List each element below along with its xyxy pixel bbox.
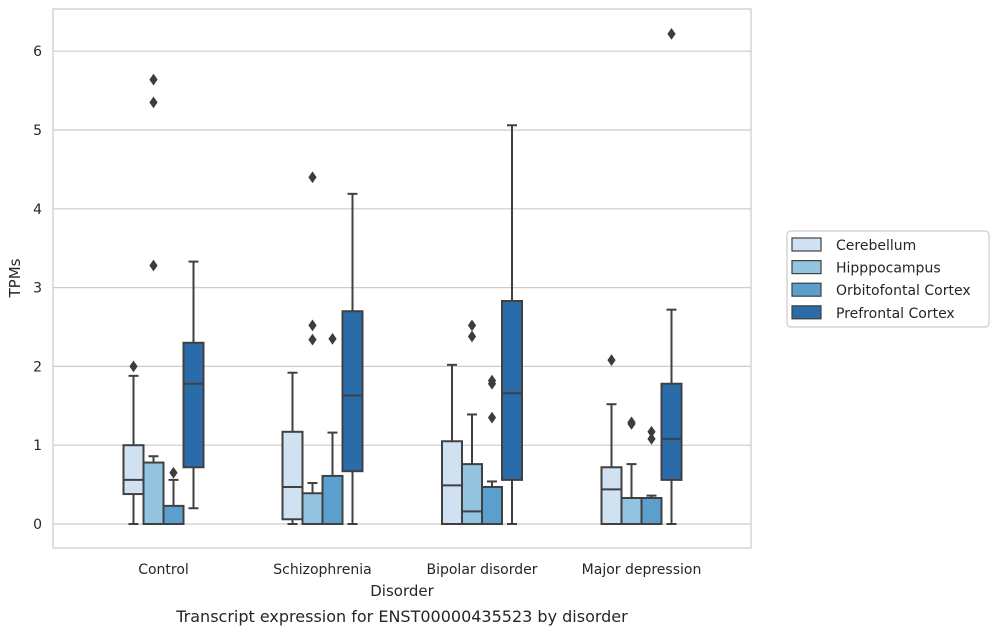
legend-swatch — [791, 305, 822, 320]
box-body — [660, 382, 683, 481]
plot-frame — [52, 8, 752, 549]
outlier-point — [627, 416, 636, 429]
outlier-point — [487, 374, 497, 387]
box-1-2 — [461, 319, 483, 525]
outlier-point — [308, 333, 317, 346]
legend-swatch — [791, 237, 822, 252]
legend-label: Prefrontal Cortex — [836, 306, 955, 322]
box-1-1 — [301, 171, 324, 526]
outlier-point — [647, 425, 656, 438]
legend-label: Orbitofontal Cortex — [836, 283, 971, 299]
chart-caption: Transcript expression for ENST0000043552… — [175, 607, 628, 626]
x-axis-title: Disorder — [370, 582, 434, 600]
box-body — [501, 299, 523, 481]
box-body — [162, 504, 185, 526]
box-body — [461, 463, 483, 525]
legend-swatch — [791, 260, 822, 275]
outlier-point — [467, 330, 477, 343]
outlier-point — [467, 319, 477, 332]
legend-label: Hipppocampus — [836, 261, 941, 277]
legend-frame — [786, 230, 990, 328]
x-axis-ticks: Control Schizophrenia Bipolar disorder Majo… — [138, 562, 701, 578]
box-plot-area — [122, 27, 683, 526]
y-tick-label: 1 — [33, 438, 42, 454]
box-body — [142, 461, 165, 526]
outlier-point — [607, 354, 616, 366]
outlier-point — [169, 466, 178, 479]
outlier-point — [129, 360, 138, 373]
box-2-1 — [321, 332, 344, 526]
y-tick-label: 3 — [33, 281, 42, 297]
box-body — [281, 430, 304, 521]
box-1-0 — [142, 73, 165, 526]
outlier-point — [328, 332, 337, 345]
box-body — [481, 485, 503, 525]
box-2-0 — [162, 466, 185, 526]
x-tick-label: Major depression — [582, 562, 702, 578]
box-0-0 — [122, 360, 145, 525]
box-body — [321, 474, 344, 526]
outlier-point — [308, 171, 317, 184]
box-body — [620, 496, 643, 526]
box-body — [301, 492, 324, 526]
outlier-point — [308, 319, 317, 332]
outlier-point — [647, 433, 656, 445]
gridlines — [53, 50, 751, 525]
y-axis-ticks: 0 1 2 3 4 5 6 — [33, 44, 42, 533]
y-tick-label: 2 — [33, 359, 42, 375]
y-tick-label: 6 — [33, 44, 42, 60]
y-axis-title: TPMs — [6, 258, 24, 298]
x-tick-label: Schizophrenia — [273, 562, 371, 578]
box-0-2 — [441, 363, 463, 526]
box-body — [640, 496, 663, 526]
outlier-point — [487, 411, 497, 424]
box-3-2 — [501, 124, 523, 525]
x-tick-label: Bipolar disorder — [426, 562, 537, 578]
box-0-3 — [600, 354, 623, 526]
box-body — [441, 440, 463, 526]
y-tick-label: 4 — [33, 202, 42, 218]
box-0-1 — [281, 371, 304, 525]
box-2-3 — [640, 425, 663, 526]
box-3-3 — [660, 27, 683, 525]
box-body — [182, 341, 205, 469]
legend: Cerebellum Hipppocampus Orbitofontal Corte… — [786, 230, 990, 328]
outlier-point — [667, 27, 676, 40]
legend-swatch — [791, 282, 822, 297]
box-body — [600, 466, 623, 526]
box-3-1 — [341, 192, 364, 525]
box-2-2 — [481, 374, 503, 525]
outlier-point — [149, 73, 158, 86]
legend-label: Cerebellum — [836, 238, 916, 254]
x-tick-label: Control — [138, 562, 189, 578]
y-tick-label: 5 — [33, 123, 42, 139]
outlier-point — [149, 96, 158, 109]
box-3-0 — [182, 260, 205, 510]
box-1-3 — [620, 416, 643, 526]
box-body — [341, 310, 364, 473]
box-body — [122, 444, 145, 496]
y-tick-label: 0 — [33, 517, 42, 533]
outlier-point — [149, 259, 158, 272]
